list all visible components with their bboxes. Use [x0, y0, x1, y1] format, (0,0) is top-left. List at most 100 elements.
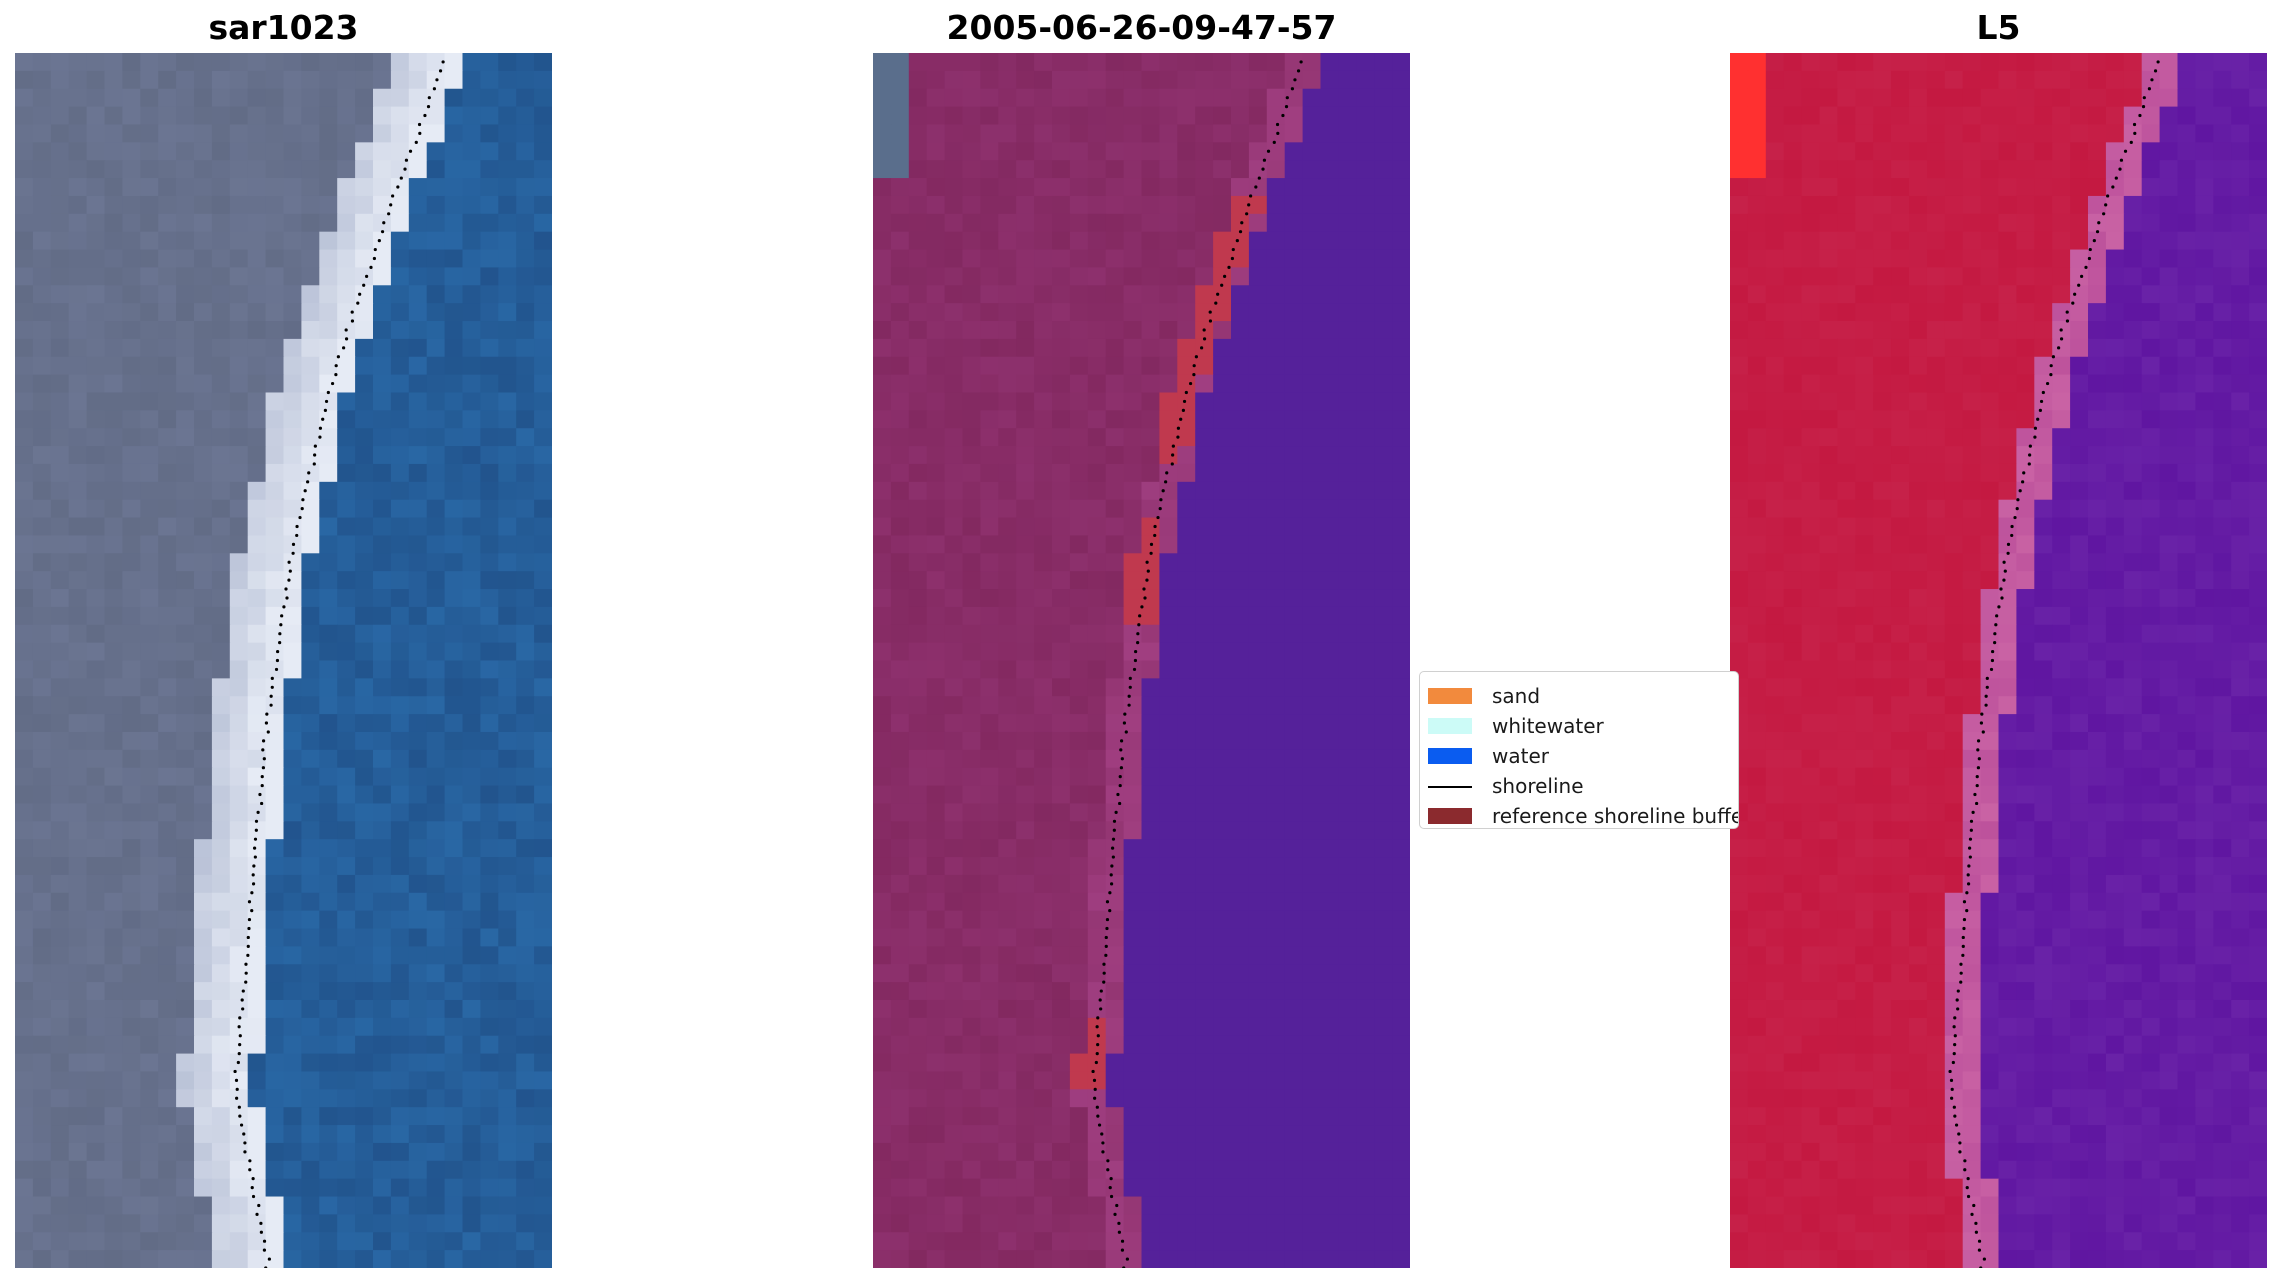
shoreline-point — [2118, 167, 2122, 171]
shoreline-swatch — [1428, 785, 1472, 788]
shoreline-point — [1149, 542, 1154, 546]
shoreline-point — [1966, 1194, 1971, 1199]
shoreline-point — [237, 1025, 241, 1029]
shoreline-point — [269, 703, 273, 707]
shoreline-point — [350, 319, 355, 323]
shoreline-point — [1136, 632, 1140, 636]
shoreline-point — [1096, 1034, 1100, 1038]
shoreline-point — [2104, 203, 2108, 207]
shoreline-point — [2123, 149, 2128, 153]
shoreline-point — [356, 301, 360, 305]
shoreline-point — [2077, 283, 2081, 287]
shoreline-point — [1112, 828, 1116, 832]
shoreline-point — [1984, 694, 1988, 698]
shoreline-point — [1138, 614, 1142, 618]
shoreline-point — [276, 649, 280, 654]
shoreline-point — [1119, 739, 1124, 743]
shoreline-point — [1952, 1105, 1956, 1109]
shoreline-point — [2092, 239, 2096, 243]
shoreline-point — [423, 113, 427, 118]
shoreline-point — [2119, 158, 2124, 162]
shoreline-point — [2138, 113, 2142, 118]
shoreline-point — [1109, 873, 1113, 877]
shoreline-point — [1096, 1114, 1100, 1118]
shoreline-point — [1105, 926, 1109, 931]
shoreline-point — [1974, 1230, 1978, 1234]
shoreline-point — [358, 292, 362, 296]
shoreline-point — [1956, 989, 1960, 993]
shoreline-point — [344, 328, 348, 332]
shoreline-point — [237, 1105, 241, 1109]
shoreline-point — [1284, 105, 1289, 109]
shoreline-point — [254, 828, 258, 832]
shoreline-point — [1966, 1177, 1970, 1181]
shoreline-point — [2071, 301, 2075, 305]
shoreline-point — [2065, 310, 2069, 314]
shoreline-point — [1961, 953, 1965, 957]
shoreline-point — [2080, 274, 2084, 278]
shoreline-point — [260, 783, 264, 788]
shoreline-point — [1281, 113, 1285, 118]
shoreline-point — [389, 203, 393, 207]
shoreline-point — [251, 873, 255, 877]
shoreline-point — [2006, 551, 2010, 555]
shoreline-point — [2059, 328, 2063, 332]
shoreline-point — [1153, 533, 1157, 538]
shoreline-point — [1127, 703, 1131, 707]
shoreline-point — [1102, 962, 1106, 966]
shoreline-point — [1120, 1248, 1125, 1252]
shoreline-point — [403, 167, 407, 171]
shoreline-point — [2021, 480, 2025, 484]
shoreline-point — [1202, 328, 1206, 332]
reference-buffer-swatch — [1428, 808, 1472, 824]
classified-image — [873, 53, 1410, 1268]
shoreline-point — [295, 524, 299, 529]
shoreline-point — [1120, 757, 1124, 761]
shoreline-point — [1994, 623, 1998, 627]
shoreline-point — [235, 1087, 239, 1091]
shoreline-point — [252, 864, 256, 868]
shoreline-point — [235, 1096, 239, 1100]
shoreline-point — [1950, 1096, 1954, 1100]
shoreline-point — [2016, 498, 2020, 502]
shoreline-point — [1108, 909, 1112, 913]
shoreline-point — [261, 739, 266, 743]
shoreline-point — [1184, 390, 1188, 395]
shoreline-point — [1104, 953, 1108, 957]
shoreline-point — [287, 578, 291, 582]
shoreline-point — [1119, 766, 1123, 770]
shoreline-point — [274, 667, 279, 672]
shoreline-point — [1959, 971, 1963, 975]
shoreline-point — [1995, 614, 1999, 618]
shoreline-point — [241, 1007, 245, 1011]
shoreline-point — [262, 1239, 267, 1243]
shoreline-point — [1182, 399, 1187, 404]
shoreline-point — [246, 944, 250, 948]
shoreline-point — [2147, 87, 2152, 91]
shoreline-point — [2015, 507, 2019, 511]
shoreline-point — [1120, 1239, 1125, 1243]
shoreline-point — [1247, 203, 1251, 207]
shoreline-point — [373, 247, 377, 252]
shoreline-point — [318, 426, 323, 430]
whitewater-swatch — [1428, 718, 1472, 734]
shoreline-point — [408, 149, 413, 153]
shoreline-point — [1104, 944, 1108, 948]
shoreline-point — [1093, 1087, 1097, 1091]
shoreline-point — [1188, 381, 1193, 386]
shoreline-point — [2073, 292, 2077, 296]
shoreline-point — [382, 221, 386, 225]
shoreline-point — [1116, 792, 1120, 797]
shoreline-point — [2002, 560, 2006, 564]
shoreline-point — [253, 855, 257, 859]
shoreline-point — [262, 757, 266, 761]
shoreline-point — [254, 819, 259, 823]
shoreline-point — [1102, 980, 1106, 984]
shoreline-point — [257, 1203, 261, 1208]
shoreline-point — [1170, 462, 1174, 466]
shoreline-point — [1272, 140, 1276, 144]
shoreline-point — [1235, 239, 1239, 243]
shoreline-point — [1156, 515, 1160, 520]
shoreline-point — [287, 560, 291, 564]
shoreline-point — [1231, 247, 1235, 252]
